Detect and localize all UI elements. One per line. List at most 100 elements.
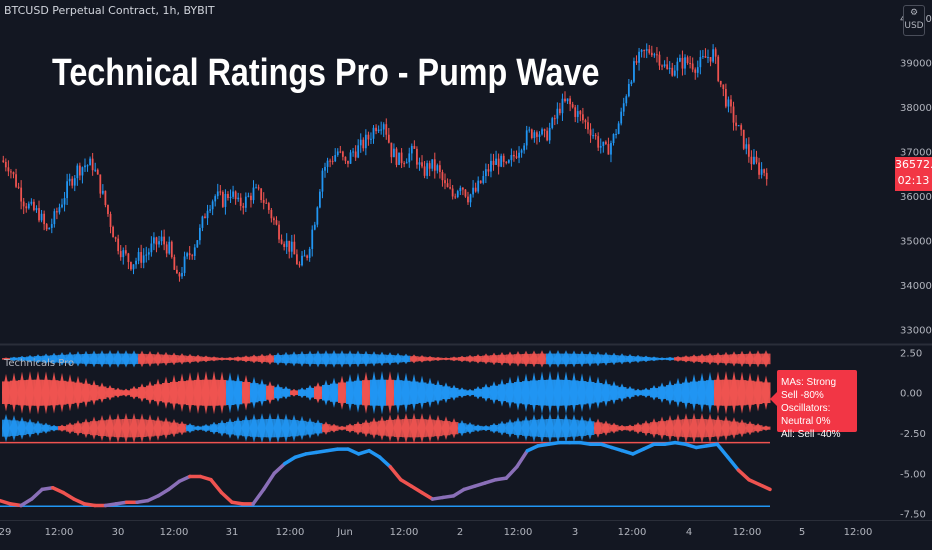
time-tick-label: 12:00: [618, 527, 647, 538]
candle-body: [656, 54, 658, 56]
ribbon-fill: [10, 357, 19, 361]
candle-body: [400, 152, 403, 164]
candle-body: [390, 142, 393, 158]
ribbon-fill: [434, 384, 443, 401]
currency-button[interactable]: ⚙ USD: [903, 5, 925, 36]
symbol-title: BTCUSD Perpetual Contract, 1h, BYBIT: [4, 4, 215, 17]
ribbon-fill: [538, 379, 547, 406]
pump-wave-segment: [536, 442, 551, 448]
ribbon-fill: [290, 420, 299, 437]
ribbon-fill: [402, 355, 411, 363]
ribbon-fill: [202, 356, 211, 361]
pump-wave-segment: [610, 445, 625, 453]
pump-wave-segment: [736, 468, 751, 482]
candle-body: [96, 169, 99, 175]
ribbon-fill: [378, 420, 387, 436]
candle-body: [201, 216, 204, 228]
ribbon-fill: [618, 355, 627, 363]
ribbon-fill: [714, 419, 723, 437]
time-tick-label: 2: [457, 527, 463, 538]
indicator-tick-label: 2.50: [900, 348, 922, 359]
ribbon-fill: [106, 419, 115, 437]
price-tick-label: 35000.0: [900, 237, 932, 248]
ribbon-fill: [746, 380, 755, 405]
ribbon-fill: [554, 353, 563, 365]
ribbon-fill: [394, 355, 403, 363]
ribbon-fill: [154, 384, 163, 402]
ribbon-fill: [442, 386, 451, 400]
ribbon-fill: [258, 355, 267, 362]
ribbon-fill: [170, 381, 179, 404]
candle-body: [127, 253, 130, 263]
candle-body: [176, 269, 178, 274]
candle-body: [755, 156, 758, 163]
candle-body: [536, 132, 538, 137]
candle-body: [633, 61, 635, 82]
ribbon-fill: [274, 419, 283, 438]
time-tick-label: 29: [0, 527, 11, 538]
rating-ribbon-2: [2, 370, 771, 415]
ribbon-fill: [298, 354, 307, 364]
candle-body: [742, 129, 745, 149]
indicator-title[interactable]: Technicals Pro: [4, 358, 75, 369]
candle-body: [216, 191, 219, 197]
pump-wave-segment: [0, 498, 13, 506]
candle-body: [451, 188, 454, 197]
candle-body: [423, 166, 426, 176]
candle-body: [193, 247, 196, 256]
candle-body: [211, 201, 214, 210]
candle-body: [81, 167, 84, 176]
ribbon-fill: [138, 387, 147, 399]
ribbon-fill: [762, 426, 771, 430]
candle-body: [331, 160, 334, 162]
ribbon-fill: [82, 422, 91, 435]
ribbon-fill: [202, 379, 211, 406]
candle-body: [750, 156, 753, 165]
ribbon-fill: [322, 353, 331, 365]
ribbon-fill: [74, 382, 83, 403]
ribbon-fill: [218, 379, 227, 406]
ribbon-fill: [26, 422, 35, 435]
candle-body: [737, 125, 740, 127]
candle-body: [615, 133, 617, 135]
ribbon-fill: [658, 421, 667, 436]
ribbon-fill: [194, 379, 203, 406]
ribbon-fill: [282, 419, 291, 437]
chart-headline: Technical Ratings Pro - Pump Wave: [52, 52, 600, 94]
candle-body: [625, 96, 628, 104]
ribbon-fill: [226, 421, 235, 435]
ribbon-fill: [554, 379, 563, 406]
candle-body: [704, 56, 707, 58]
ribbon-fill: [578, 420, 587, 436]
candle-body: [73, 178, 76, 186]
ribbon-fill: [146, 354, 155, 364]
ribbon-fill: [722, 379, 731, 406]
candle-body: [566, 98, 569, 102]
price-tick-label: 39000.0: [900, 58, 932, 69]
candle-body: [237, 197, 240, 200]
ribbon-fill: [522, 381, 531, 405]
candle-body: [681, 57, 684, 69]
candle-body: [33, 201, 35, 211]
ribbon-fill: [458, 356, 467, 361]
ribbon-fill: [330, 383, 339, 402]
ribbon-fill: [362, 354, 371, 364]
pump-wave-segment: [272, 461, 287, 476]
candle-body: [671, 67, 674, 76]
ribbon-fill: [442, 421, 451, 436]
ribbon-fill: [754, 425, 763, 432]
candle-body: [724, 88, 727, 107]
ribbon-fill: [650, 388, 659, 398]
candle-body: [730, 99, 732, 107]
candle-body: [653, 54, 656, 56]
pump-wave-segment: [399, 477, 414, 488]
candle-body: [234, 191, 237, 200]
time-tick-label: 4: [686, 527, 692, 538]
candle-body: [270, 209, 273, 219]
candle-body: [612, 134, 615, 144]
ribbon-fill: [18, 421, 27, 436]
candle-body: [178, 273, 181, 277]
time-tick-label: 5: [799, 527, 805, 538]
pump-wave-segment: [494, 476, 509, 482]
